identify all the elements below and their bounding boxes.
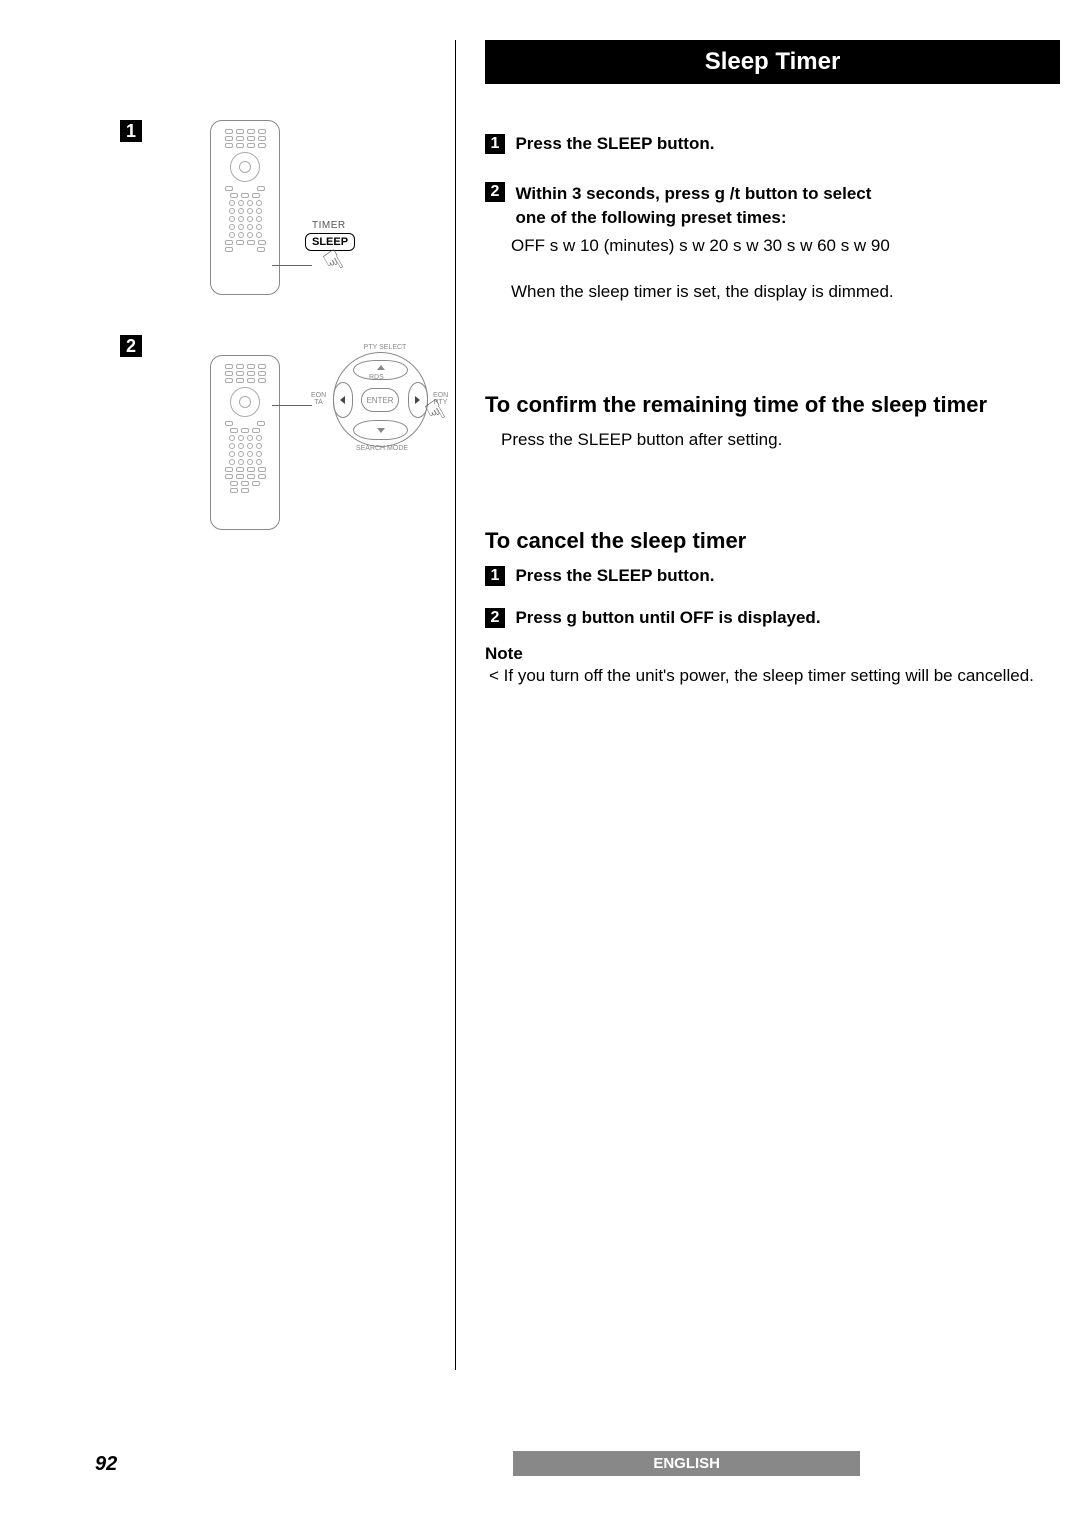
step-1-text: Press the SLEEP button. [515,134,714,153]
page: 1 [0,0,1080,689]
pty-select-label: PTY SELECT [355,344,415,351]
step-2-note: When the sleep timer is set, the display… [511,279,1060,305]
remote-diagram-1: TIMER SLEEP ☟ [210,120,460,295]
heading-cancel: To cancel the sleep timer [485,526,1060,556]
remote-buttons-2 [219,364,271,495]
left-step-2-marker: 2 [120,335,142,357]
right-column: Sleep Timer 1 Press the SLEEP button. 2 … [460,40,1080,689]
eon-ta-label: EON TA [311,392,326,406]
down-arrow-icon [377,428,385,433]
cancel-2-marker: 2 [485,608,505,628]
dpad-callout: PTY SELECT ENTER RDS EON TA EON PTY SEAR… [305,350,455,450]
column-divider [455,40,456,1370]
left-arrow-icon [340,396,345,404]
left-column: 1 [0,40,460,689]
remote-body-1 [210,120,280,295]
cancel-step-2: 2 Press g button until OFF is displayed. [485,608,1060,628]
callout-line-1 [272,265,312,266]
left-step-1-marker: 1 [120,120,142,142]
step-2-presets: OFF s w 10 (minutes) s w 20 s w 30 s w 6… [511,234,1060,258]
heading-confirm: To confirm the remaining time of the sle… [485,390,1060,420]
step-2-bold: Within 3 seconds, press g /t button to s… [515,182,885,230]
remote-diagram-2: PTY SELECT ENTER RDS EON TA EON PTY SEAR… [210,355,460,530]
remote-body-2 [210,355,280,530]
cancel-2-text: Press g button until OFF is displayed. [515,608,820,627]
language-bar: ENGLISH [513,1451,860,1476]
rds-label: RDS [369,374,384,381]
cancel-step-1: 1 Press the SLEEP button. [485,566,1060,586]
enter-button: ENTER [361,388,399,412]
step-1: 1 Press the SLEEP button. [485,134,1060,154]
cancel-1-text: Press the SLEEP button. [515,566,714,585]
page-number: 92 [95,1453,117,1476]
note-label: Note [485,644,1060,664]
up-arrow-icon [377,365,385,370]
note-text: < If you turn off the unit's power, the … [485,664,1060,689]
step-2: 2 Within 3 seconds, press g /t button to… [485,182,1060,230]
right-arrow-icon [415,396,420,404]
page-title: Sleep Timer [485,40,1060,84]
timer-label: TIMER [312,220,346,231]
remote-buttons-1 [219,129,271,254]
confirm-text: Press the SLEEP button after setting. [501,428,1060,452]
step-1-marker: 1 [485,134,505,154]
step-2-marker: 2 [485,182,505,202]
cancel-1-marker: 1 [485,566,505,586]
search-mode-label: SEARCH MODE [347,445,417,452]
